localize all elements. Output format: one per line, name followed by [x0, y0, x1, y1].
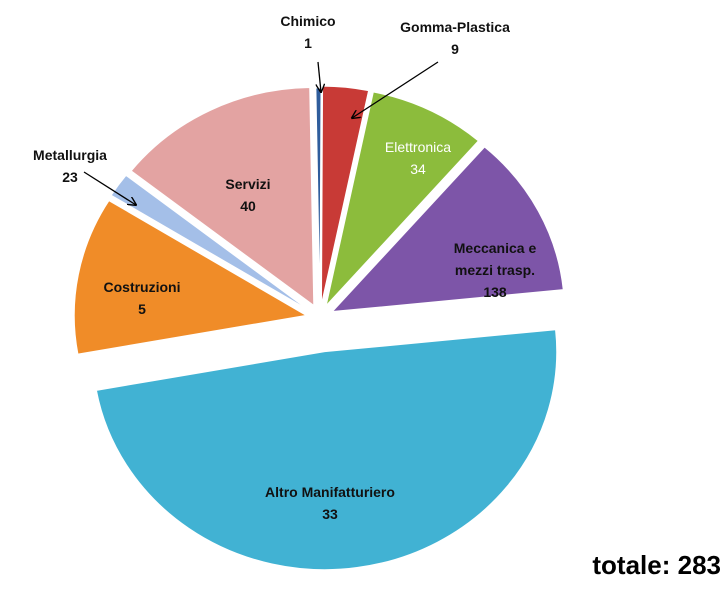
- slice-label: Costruzioni 5: [87, 276, 197, 320]
- leader-arrow: [352, 61, 439, 118]
- value-label: 138: [483, 284, 507, 300]
- value-label: 40: [240, 198, 256, 214]
- slice-label: Chimico 1: [268, 10, 348, 54]
- value-label: 34: [410, 161, 426, 177]
- slice-label: Meccanica e mezzi trasp. 138: [445, 237, 545, 303]
- value-label: 33: [322, 506, 338, 522]
- category-name: Metallurgia: [33, 147, 107, 163]
- total-annotation: totale: 283: [592, 550, 721, 580]
- slice-label: Metallurgia 23: [20, 144, 120, 188]
- slice-label: Gomma-Plastica 9: [385, 16, 525, 60]
- pie-slice: [73, 199, 308, 355]
- leader-arrow: [83, 171, 136, 205]
- value-label: 23: [62, 169, 78, 185]
- category-name: Servizi: [225, 176, 271, 192]
- pie-slice: [130, 86, 315, 307]
- category-name: Chimico: [280, 13, 336, 29]
- slice-label: Altro Manifatturiero 33: [245, 481, 415, 525]
- leader-arrow: [318, 61, 321, 92]
- slice-label: Elettronica 34: [368, 136, 468, 180]
- slice-label: Servizi 40: [208, 173, 288, 217]
- pie-slice: [315, 87, 322, 307]
- value-label: 9: [451, 41, 459, 57]
- pie-slice: [95, 329, 558, 571]
- category-name: Meccanica e mezzi trasp.: [453, 240, 537, 278]
- value-label: 1: [304, 35, 312, 51]
- pie-slice: [325, 91, 480, 308]
- category-name: Gomma-Plastica: [400, 19, 510, 35]
- pie-slice: [110, 174, 309, 311]
- pie-slice: [331, 146, 564, 313]
- category-name: Altro Manifatturiero: [265, 484, 395, 500]
- value-label: 5: [138, 301, 146, 317]
- category-name: Elettronica: [384, 139, 452, 155]
- category-name: Costruzioni: [103, 279, 181, 295]
